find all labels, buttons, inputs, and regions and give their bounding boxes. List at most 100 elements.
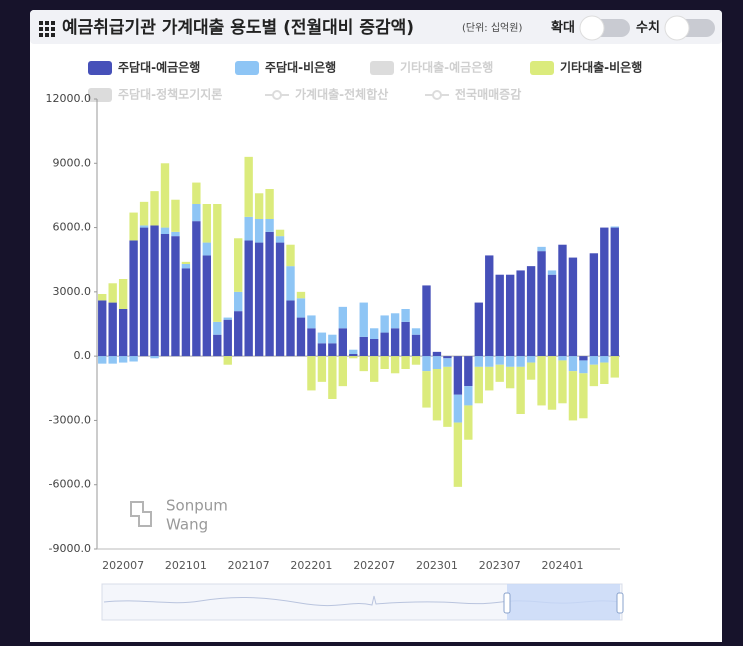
bar <box>275 242 285 357</box>
bar <box>328 334 337 344</box>
bar <box>98 294 107 301</box>
bar <box>296 298 306 318</box>
bar <box>505 366 515 389</box>
watermark: Sonpum <box>166 497 228 515</box>
y-tick-label: 6000.0 <box>53 221 92 234</box>
legend-swatch[interactable] <box>88 61 112 75</box>
legend-label[interactable]: 기타대출-비은행 <box>560 60 642 75</box>
bar <box>558 244 567 357</box>
bar <box>192 221 201 357</box>
bar <box>537 246 546 252</box>
bar <box>349 354 358 357</box>
bar <box>579 356 588 361</box>
bar <box>600 356 609 363</box>
bar <box>223 317 232 320</box>
bar <box>537 356 546 406</box>
bar <box>568 371 578 421</box>
legend-swatch[interactable] <box>88 88 112 102</box>
bar <box>485 366 494 391</box>
bar <box>181 264 191 269</box>
bar <box>453 422 463 487</box>
bar <box>589 253 599 357</box>
bar <box>474 366 483 404</box>
bar <box>129 356 138 362</box>
bar <box>181 261 191 264</box>
bar <box>390 328 400 357</box>
legend-marker[interactable] <box>432 90 442 100</box>
bar <box>98 356 107 364</box>
bar <box>244 240 253 357</box>
bar <box>160 227 170 234</box>
bar <box>317 332 327 344</box>
bar <box>118 309 128 357</box>
y-tick-label: 12000.0 <box>46 92 92 105</box>
bar <box>150 225 159 357</box>
bar <box>338 306 347 329</box>
toggle-knob[interactable] <box>664 15 690 41</box>
bar <box>307 328 316 357</box>
bar <box>432 356 442 369</box>
bar <box>568 356 578 372</box>
toggle-knob[interactable] <box>579 15 605 41</box>
bar <box>254 219 264 243</box>
bar <box>537 251 546 357</box>
legend-swatch[interactable] <box>530 61 554 75</box>
legend-label[interactable]: 가계대출-전체합산 <box>295 87 388 102</box>
bar <box>223 319 232 357</box>
menu-icon[interactable] <box>39 21 55 37</box>
bar <box>443 358 452 367</box>
bar <box>380 315 389 333</box>
bar <box>359 302 368 337</box>
bar <box>401 356 410 369</box>
bar <box>390 356 400 374</box>
legend-swatch[interactable] <box>235 61 259 75</box>
bar <box>286 244 295 267</box>
card <box>30 10 722 646</box>
bar <box>265 219 274 232</box>
bar <box>443 366 452 427</box>
x-tick-label: 202401 <box>541 559 583 572</box>
bar <box>370 339 379 357</box>
bar <box>516 356 525 367</box>
bar <box>202 242 212 256</box>
bar <box>579 373 588 419</box>
bar <box>192 182 201 204</box>
legend-marker[interactable] <box>272 90 282 100</box>
legend-swatch[interactable] <box>370 61 394 75</box>
title-bar <box>30 10 722 44</box>
bar <box>129 212 138 241</box>
bar <box>129 240 138 357</box>
bar <box>474 302 483 357</box>
bar <box>171 199 180 232</box>
bar <box>485 255 494 357</box>
bar <box>464 386 473 406</box>
toggle-label: 확대 <box>551 20 575 36</box>
bar <box>516 270 525 357</box>
bar <box>600 227 609 357</box>
bar <box>505 356 515 367</box>
legend-label[interactable]: 주담대-예금은행 <box>118 60 200 75</box>
legend-label[interactable]: 주담대-정책모기지론 <box>118 87 222 102</box>
bar <box>464 405 473 440</box>
bar <box>286 266 295 301</box>
bar <box>213 321 222 335</box>
bar <box>370 356 379 382</box>
legend-label[interactable]: 기타대출-예금은행 <box>400 60 493 75</box>
bar <box>108 356 117 364</box>
bar <box>380 332 389 357</box>
bar <box>98 300 107 357</box>
y-tick-label: -6000.0 <box>49 478 91 491</box>
navigator[interactable] <box>101 583 624 621</box>
chart-title: 예금취급기관 가계대출 용도별 (전월대비 증감액) <box>62 17 414 38</box>
watermark: Wang <box>166 516 208 534</box>
legend-label[interactable]: 전국매매증감 <box>455 87 521 102</box>
bar <box>526 356 536 363</box>
legend-label[interactable]: 주담대-비은행 <box>265 60 336 75</box>
bar <box>108 302 117 357</box>
bar <box>234 311 243 357</box>
bar <box>568 257 578 357</box>
bar <box>589 364 599 387</box>
x-tick-label: 202301 <box>416 559 458 572</box>
y-tick-label: -3000.0 <box>49 413 91 426</box>
y-tick-label: 3000.0 <box>53 285 92 298</box>
